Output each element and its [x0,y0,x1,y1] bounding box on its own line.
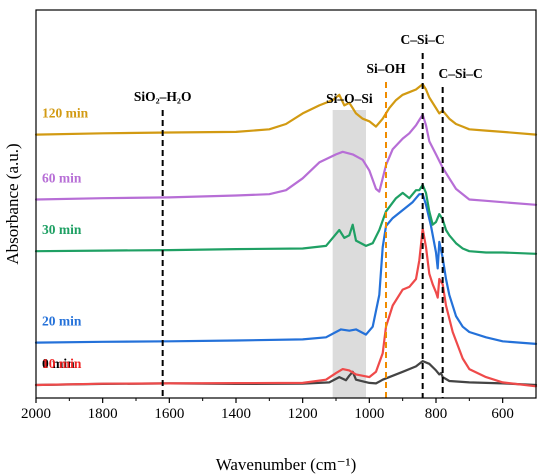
annotation-label-2: C–Si–C [401,32,445,47]
annotation-layer: SiO₂–H₂O Si–OH C–Si–C C–Si–C Si–O–Si [134,32,483,398]
tick-layer: 2000 1800 1600 1400 1200 1000 800 600 [21,398,514,422]
x-tick-label: 1200 [288,406,318,422]
series-label-20-min: 20 min [42,313,82,328]
x-tick-label: 800 [425,406,448,422]
y-axis-title: Absorbance (a.u.) [3,143,22,264]
annotation-label-1: Si–OH [366,61,406,76]
x-tick-label: 1600 [154,406,184,422]
series-label-0-min: 0 min [42,356,75,371]
series-label-10-min: 10 min [42,356,82,371]
series-label-120-min: 120 min [42,105,89,120]
series-layer [34,83,538,388]
series-label-60-min: 60 min [42,170,82,185]
x-tick-label: 1400 [221,406,251,422]
series-line-0-min [34,360,538,387]
x-tick-label: 1800 [88,406,118,422]
series-line-120-min [34,83,538,136]
x-tick-label: 1000 [354,406,384,422]
band-label: Si–O–Si [326,91,373,106]
series-line-20-min [34,193,538,345]
x-axis-title: Wavenumber (cm⁻¹) [216,455,357,474]
plot-frame [35,9,537,399]
annotation-label-0: SiO₂–H₂O [134,89,192,104]
series-line-30-min [34,183,538,255]
series-line-60-min [34,113,538,206]
series-label-30-min: 30 min [42,222,82,237]
series-line-10-min [34,227,538,388]
annotation-label-3: C–Si–C [439,66,483,81]
x-tick-label: 600 [491,406,514,422]
x-tick-label: 2000 [21,406,51,422]
